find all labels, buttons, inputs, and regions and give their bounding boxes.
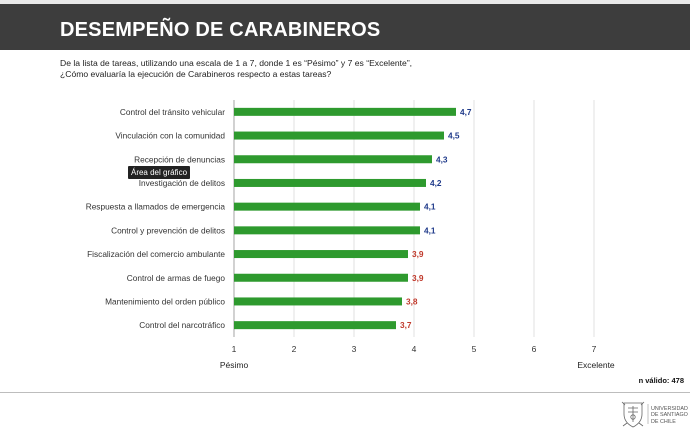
value-label: 4,2 bbox=[430, 178, 442, 188]
category-label: Recepción de denuncias bbox=[134, 154, 225, 164]
x-tick-label: 2 bbox=[292, 344, 297, 354]
question-line-1: De la lista de tareas, utilizando una es… bbox=[60, 58, 413, 68]
university-crest-icon bbox=[621, 401, 645, 428]
value-label: 4,3 bbox=[436, 154, 448, 164]
x-tick-label: 7 bbox=[592, 344, 597, 354]
bar[interactable] bbox=[234, 273, 408, 282]
question-line-2: ¿Cómo evaluaría la ejecución de Carabine… bbox=[60, 69, 332, 79]
value-label: 3,8 bbox=[406, 296, 418, 306]
bar[interactable] bbox=[234, 107, 456, 116]
bar[interactable] bbox=[234, 202, 420, 211]
category-label: Respuesta a llamados de emergencia bbox=[86, 202, 226, 212]
category-label: Mantenimiento del orden público bbox=[105, 296, 225, 306]
chart-area-tooltip: Área del gráfico bbox=[128, 166, 190, 179]
category-label: Control y prevención de delitos bbox=[111, 225, 225, 235]
university-name-line-1: UNIVERSIDAD bbox=[651, 406, 688, 412]
chart-category-labels: Control del tránsito vehicular Vinculació… bbox=[86, 107, 226, 330]
value-label: 4,7 bbox=[460, 107, 472, 117]
page-title: DESEMPEÑO DE CARABINEROS bbox=[60, 19, 381, 41]
x-tick-label: 3 bbox=[352, 344, 357, 354]
scale-max-label: Excelente bbox=[577, 360, 615, 370]
header-bar: DESEMPEÑO DE CARABINEROS bbox=[0, 4, 690, 50]
bar[interactable] bbox=[234, 155, 432, 164]
bar[interactable] bbox=[234, 226, 420, 235]
value-label: 3,9 bbox=[412, 249, 424, 259]
university-name-line-3: DE CHILE bbox=[651, 418, 676, 425]
university-logo bbox=[621, 401, 649, 428]
category-label: Investigación de delitos bbox=[139, 178, 225, 188]
chart-tick-labels: 1 2 3 4 5 6 7 bbox=[232, 344, 597, 354]
x-tick-label: 6 bbox=[532, 344, 537, 354]
category-label: Control del narcotráfico bbox=[139, 320, 225, 330]
bar[interactable] bbox=[234, 178, 426, 187]
category-label: Control de armas de fuego bbox=[127, 273, 226, 283]
chart-bars bbox=[234, 107, 456, 330]
bar[interactable] bbox=[234, 321, 396, 330]
bar[interactable] bbox=[234, 131, 444, 140]
x-tick-label: 4 bbox=[412, 344, 417, 354]
scale-min-label: Pésimo bbox=[220, 360, 249, 370]
category-label: Fiscalización del comercio ambulante bbox=[87, 249, 225, 259]
category-label: Vinculación con la comunidad bbox=[115, 131, 225, 141]
category-label: Control del tránsito vehicular bbox=[120, 107, 225, 117]
bar[interactable] bbox=[234, 250, 408, 259]
x-tick-label: 1 bbox=[232, 344, 237, 354]
x-tick-label: 5 bbox=[472, 344, 477, 354]
value-label: 4,1 bbox=[424, 225, 436, 235]
chart-value-labels: 4,7 4,5 4,3 4,2 4,1 4,1 3,9 3,9 3,8 3,7 bbox=[400, 107, 472, 330]
value-label: 3,7 bbox=[400, 320, 412, 330]
question-text: De la lista de tareas, utilizando una es… bbox=[60, 58, 620, 80]
top-strip bbox=[0, 0, 690, 4]
n-valid-label: n válido: 478 bbox=[639, 376, 684, 385]
value-label: 4,5 bbox=[448, 131, 460, 141]
bar[interactable] bbox=[234, 297, 402, 306]
footer-divider bbox=[0, 392, 690, 393]
university-name-line-2: DE SANTIAGO bbox=[651, 412, 688, 419]
value-label: 4,1 bbox=[424, 202, 436, 212]
value-label: 3,9 bbox=[412, 273, 424, 283]
university-name: UNIVERSIDAD DE SANTIAGO DE CHILE bbox=[651, 406, 688, 425]
